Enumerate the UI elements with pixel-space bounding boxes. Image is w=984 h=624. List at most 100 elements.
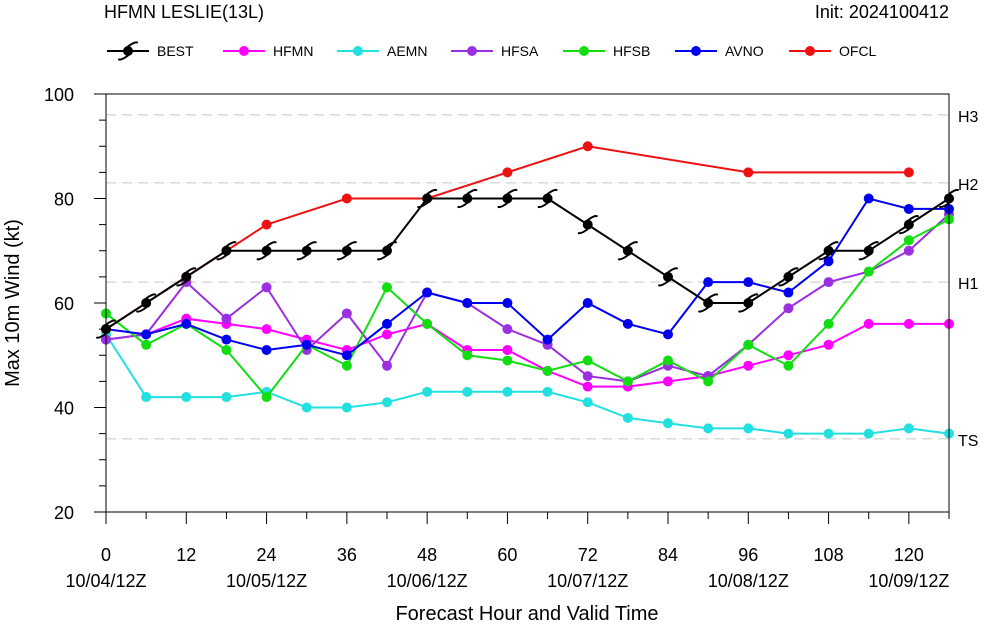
legend-label-best: BEST [157,43,194,59]
series-hfsb [101,214,954,403]
legend-marker-ofcl [805,46,815,56]
series-point-hfsb [462,350,473,361]
series-point-hfmn [663,376,673,387]
series-point-hfsb [382,282,392,293]
x-tick-hour-label: 0 [101,545,111,565]
series-point-aemn [221,392,232,403]
threshold-label-h3: H3 [958,109,979,126]
series-point-avno [743,277,754,288]
series-point-hfsa [823,277,834,288]
legend-marker-hfmn [239,46,249,56]
x-tick-date-label: 10/05/12Z [226,571,307,591]
series-point-avno [823,256,834,267]
legend-marker-hfsb [579,46,589,56]
x-tick-hour-label: 72 [578,545,598,565]
series-point-avno [622,318,633,329]
series-point-ofcl [341,193,352,204]
series-point-aemn [823,428,834,439]
series-point-best [296,241,317,261]
y-axis-label: Max 10m Wind (kt) [2,219,24,387]
series-point-aemn [863,428,874,439]
series-point-aemn [502,386,513,397]
series-line-aemn [105,333,950,435]
legend-item-hfsa: HFSA [451,43,539,59]
series-point-aemn [542,386,553,397]
chart-title: HFMN LESLIE(13L) [104,2,264,22]
series-point-hfsb [823,318,834,329]
series-point-best [577,215,598,235]
series-point-aemn [783,428,794,439]
x-axis-label: Forecast Hour and Valid Time [395,603,658,624]
series-point-hfmn [382,329,392,340]
legend-item-avno: AVNO [675,43,764,59]
series-line-hfsb [105,218,950,399]
series-point-hfsa [502,324,513,335]
series-point-best [136,293,157,313]
legend-label-hfsb: HFSB [613,43,650,59]
series-point-avno [663,329,673,340]
y-axis: 20 40 60 80 100 [44,85,106,523]
series-line-best [105,197,950,330]
series-point-ofcl [903,167,914,178]
x-tick-hour-label: 108 [814,545,844,565]
legend-item-hfsb: HFSB [563,43,650,59]
series-point-hfmn [783,350,794,361]
legend-item-best: BEST [107,41,194,61]
series-line-avno [105,197,949,357]
series-point-best [617,241,638,261]
y-tick-label: 60 [54,294,74,314]
x-axis: 0 10/04/12Z 12 24 10/05/12Z 36 48 10/06/12Z 60 72… [65,512,950,591]
legend-label-hfmn: HFMN [273,43,313,59]
series-point-best [176,267,197,287]
x-tick-hour-label: 12 [176,545,196,565]
series-line-hfmn [105,317,949,388]
series-point-hfsb [743,339,754,350]
series-point-aemn [301,402,312,413]
series-point-avno [462,298,473,308]
series-point-hfsb [422,318,433,329]
series-point-best [658,267,678,287]
series-point-aemn [582,397,593,408]
series-point-hfsa [382,360,392,371]
legend-marker-hfsa [467,46,477,56]
series-aemn [101,329,954,439]
series-point-avno [703,277,714,288]
series-point-best [738,293,759,313]
series-point-hfsa [783,303,794,314]
series-point-aemn [663,418,673,429]
series-point-hfsb [141,339,152,350]
series-point-best [377,241,397,261]
series-point-hfsb [622,376,633,387]
series-point-avno [422,287,433,298]
series-avno [101,193,954,361]
x-tick-date-label: 10/09/12Z [868,571,949,591]
series-point-hfsb [221,345,232,356]
legend: BEST HFMN AEMN HFSA HFSB AVNO OFCL [107,41,877,61]
series-point-aemn [341,402,352,413]
x-tick-hour-label: 84 [658,545,678,565]
series-point-avno [382,318,392,329]
threshold-label-ts: TS [958,433,978,450]
x-tick-date-label: 10/08/12Z [708,571,789,591]
plot-frame [105,93,950,513]
series-point-best [96,319,116,339]
y-tick-label: 40 [54,399,74,419]
legend-item-hfmn: HFMN [223,43,313,59]
series-point-hfmn [743,360,754,371]
x-tick-hour-label: 96 [738,545,758,565]
legend-label-ofcl: OFCL [839,43,877,59]
series-point-aemn [382,397,392,408]
series-point-hfmn [502,345,513,356]
series-point-hfmn [261,324,272,335]
series-point-best [256,241,277,261]
series-point-avno [341,350,352,361]
series-point-ofcl [261,219,272,230]
series-point-best [778,267,799,287]
series-point-hfsa [903,245,914,256]
y-tick-label: 80 [54,190,74,210]
x-tick-hour-label: 120 [894,545,924,565]
series-point-hfmn [823,339,834,350]
series-point-best [336,241,357,261]
series-point-hfsa [261,282,272,293]
series-point-hfsa [341,308,352,319]
